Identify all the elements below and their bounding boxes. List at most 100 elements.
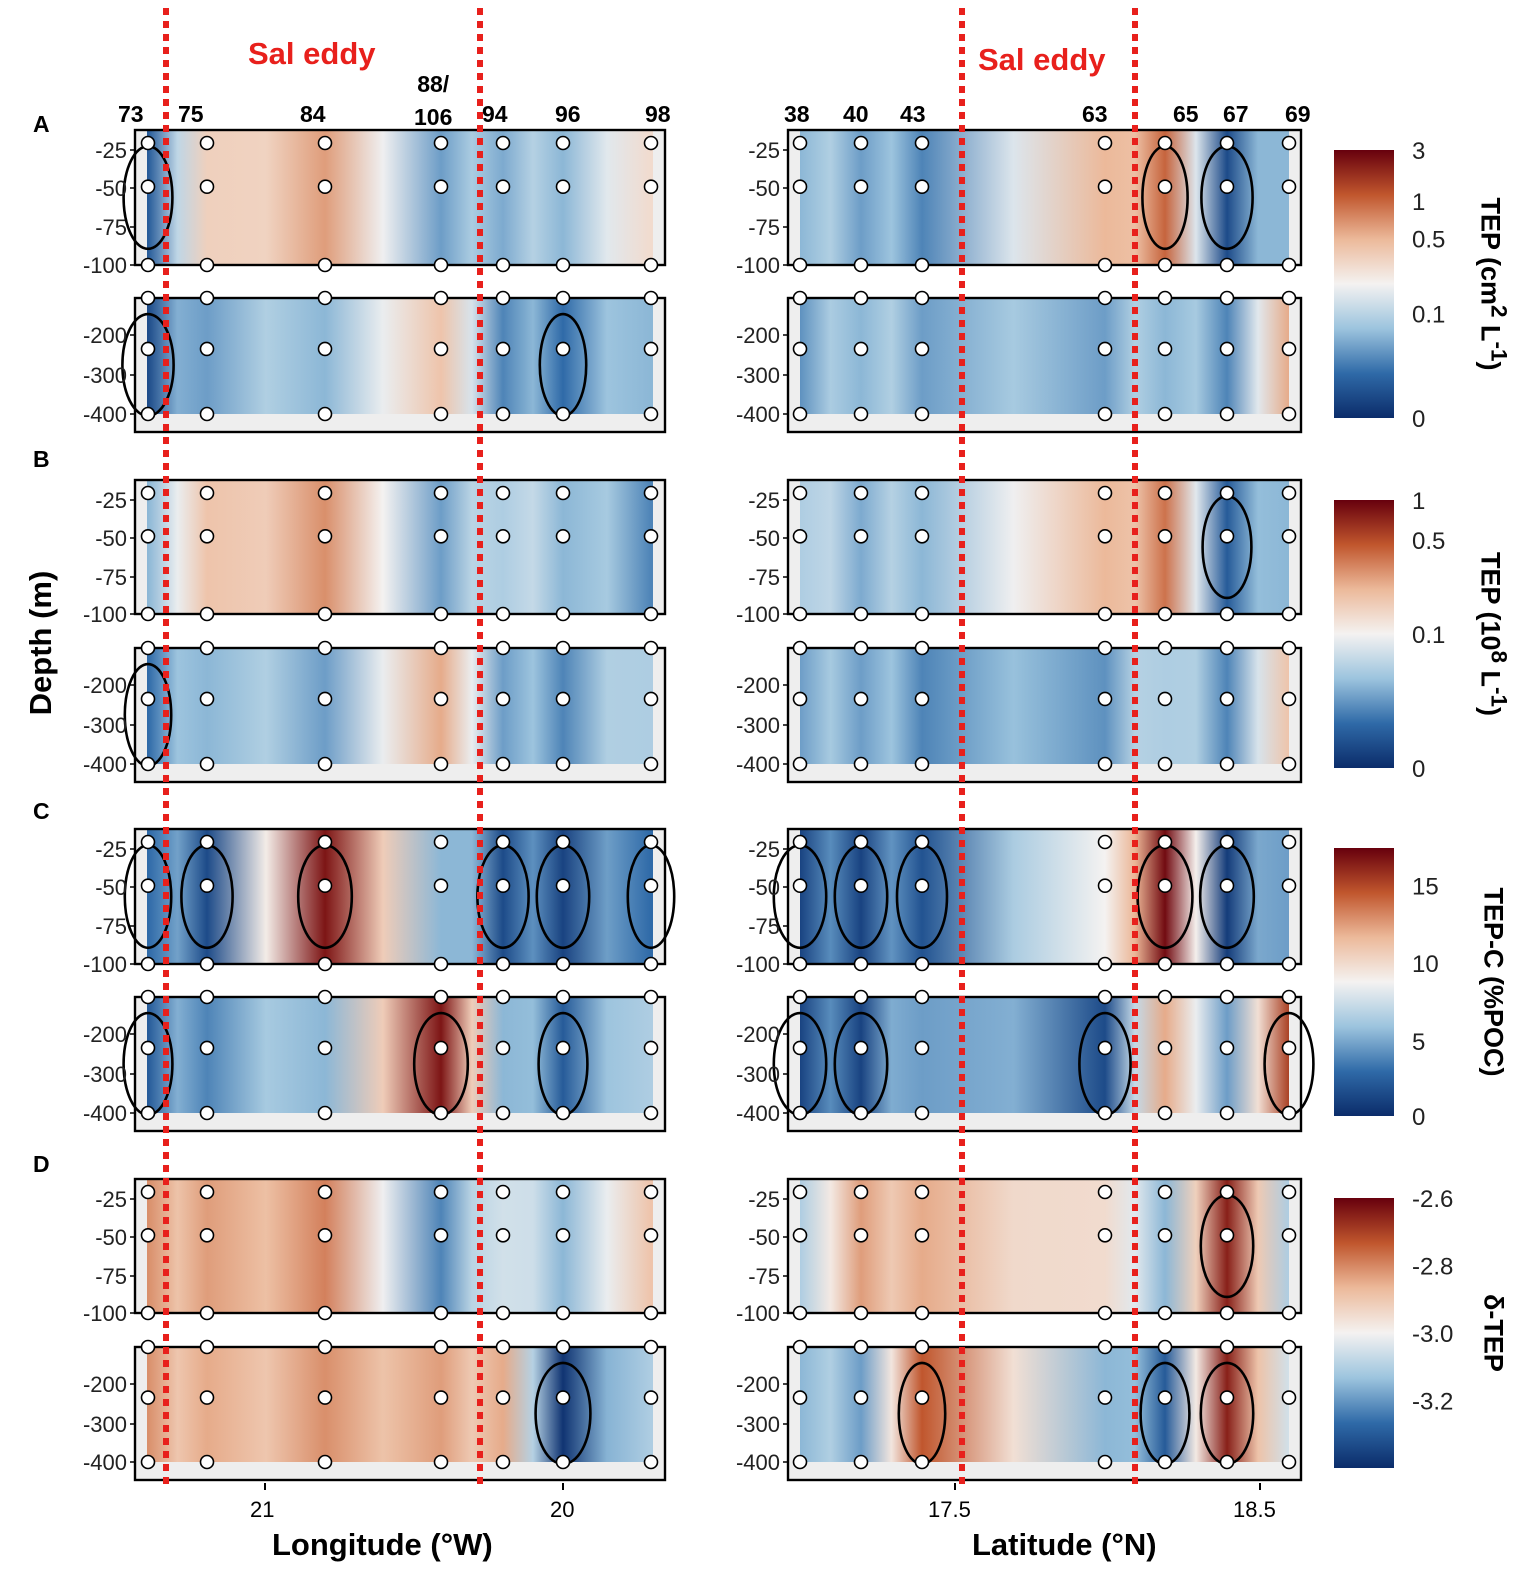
colorbar-tick-label: 0.1 xyxy=(1412,622,1445,649)
station-label: 98 xyxy=(645,101,671,127)
sampling-point xyxy=(199,528,215,544)
sampling-point xyxy=(914,179,930,194)
station-label: 67 xyxy=(1223,101,1249,127)
sampling-point xyxy=(1219,1105,1235,1121)
sampling-point xyxy=(914,1390,930,1405)
y-tick-label: -25 xyxy=(95,1187,127,1212)
colorbars: 3 1 0.5 0.1 0 1 0.5 0.1 0 15 10 5 0 -2.6 -2.8 -3.0 -3.2 xyxy=(1334,138,1453,1468)
sampling-point xyxy=(643,640,659,656)
sampling-point xyxy=(495,485,511,501)
sampling-point xyxy=(140,406,156,422)
sampling-point xyxy=(914,290,930,306)
heatmap-field xyxy=(800,648,1289,764)
sampling-point xyxy=(853,989,869,1005)
sampling-point xyxy=(792,1454,808,1470)
sampling-point xyxy=(199,989,215,1005)
sampling-point xyxy=(495,341,511,357)
sampling-point xyxy=(792,257,808,273)
sampling-point xyxy=(792,1227,808,1243)
panel-frame xyxy=(786,296,1303,434)
sampling-point xyxy=(495,1305,511,1321)
sampling-point xyxy=(555,528,571,544)
sampling-point xyxy=(140,989,156,1005)
sampling-point xyxy=(1219,135,1235,151)
colorbar-tick-label: -3.2 xyxy=(1412,1389,1453,1416)
y-tick-label: -300 xyxy=(736,363,780,388)
colorbar-tick-label: 0 xyxy=(1412,406,1425,433)
sampling-point xyxy=(914,341,930,357)
y-tick-label: -100 xyxy=(736,253,780,278)
sampling-point xyxy=(317,834,333,850)
station-label-88-106: 88/ 106 xyxy=(414,71,453,130)
sampling-point xyxy=(643,406,659,422)
sampling-point xyxy=(1219,341,1235,357)
sampling-point xyxy=(495,406,511,422)
sampling-point xyxy=(433,756,449,772)
panel-frame xyxy=(786,128,1303,267)
y-tick-label: -300 xyxy=(83,1062,127,1087)
heatmap-field xyxy=(800,1179,1289,1313)
sampling-point xyxy=(1281,406,1297,422)
sampling-point xyxy=(1097,834,1113,850)
sampling-point xyxy=(1157,1105,1173,1121)
sampling-point xyxy=(495,179,511,194)
panel-letter-b: B xyxy=(33,446,50,472)
heatmap-field xyxy=(147,1347,653,1462)
y-tick-label: -400 xyxy=(83,1450,127,1475)
sampling-point xyxy=(199,640,215,656)
sampling-point xyxy=(853,834,869,850)
colorbar-tick-label: 15 xyxy=(1412,874,1439,901)
sampling-point xyxy=(643,1184,659,1200)
sampling-point xyxy=(643,135,659,151)
sampling-point xyxy=(433,485,449,501)
heatmap-panel: -25 -50 -75 -100 xyxy=(83,128,667,278)
sampling-point xyxy=(853,640,869,656)
sampling-point xyxy=(792,1390,808,1405)
sampling-point xyxy=(199,290,215,306)
sampling-point xyxy=(433,878,449,894)
sampling-point xyxy=(914,878,930,894)
heatmap-field xyxy=(147,829,653,964)
y-tick-label: -75 xyxy=(95,565,127,590)
eddy-label-left: Sal eddy xyxy=(248,36,376,71)
heatmap-panel: -200 -300 -400 xyxy=(83,290,667,434)
y-tick-label: -400 xyxy=(736,402,780,427)
y-tick-label: -200 xyxy=(736,323,780,348)
sampling-point xyxy=(495,691,511,707)
sampling-point xyxy=(1219,1454,1235,1470)
sampling-point xyxy=(1219,956,1235,972)
sampling-point xyxy=(140,1184,156,1200)
sampling-point xyxy=(555,878,571,894)
sampling-point xyxy=(1157,1305,1173,1321)
sampling-point xyxy=(792,485,808,501)
sampling-point xyxy=(555,1105,571,1121)
y-tick-label: -50 xyxy=(748,875,780,900)
sampling-point xyxy=(140,257,156,273)
y-tick-label: -400 xyxy=(736,1101,780,1126)
colorbar-tick-label: 1 xyxy=(1412,488,1425,515)
sampling-point xyxy=(495,528,511,544)
sampling-point xyxy=(1097,179,1113,194)
sampling-point xyxy=(433,1040,449,1056)
sampling-point xyxy=(140,834,156,850)
sampling-point xyxy=(853,406,869,422)
sampling-point xyxy=(1219,834,1235,850)
sampling-point xyxy=(317,606,333,622)
y-tick-label: -200 xyxy=(83,323,127,348)
sampling-point xyxy=(1281,485,1297,501)
y-tick-label: -25 xyxy=(748,488,780,513)
station-label: 84 xyxy=(300,101,326,127)
sampling-point xyxy=(317,1454,333,1470)
colorbar-title: δ-TEP xyxy=(1478,1294,1509,1372)
colorbar-tick-label: 0.1 xyxy=(1412,301,1445,328)
heatmap-field xyxy=(800,1347,1289,1462)
panel-frame xyxy=(133,296,667,434)
y-tick-label: -50 xyxy=(95,526,127,551)
sampling-point xyxy=(792,1040,808,1056)
sampling-point xyxy=(792,1305,808,1321)
sampling-point xyxy=(199,1040,215,1056)
sampling-point xyxy=(792,1184,808,1200)
sampling-point xyxy=(1281,606,1297,622)
sampling-point xyxy=(433,528,449,544)
sampling-point xyxy=(914,135,930,151)
